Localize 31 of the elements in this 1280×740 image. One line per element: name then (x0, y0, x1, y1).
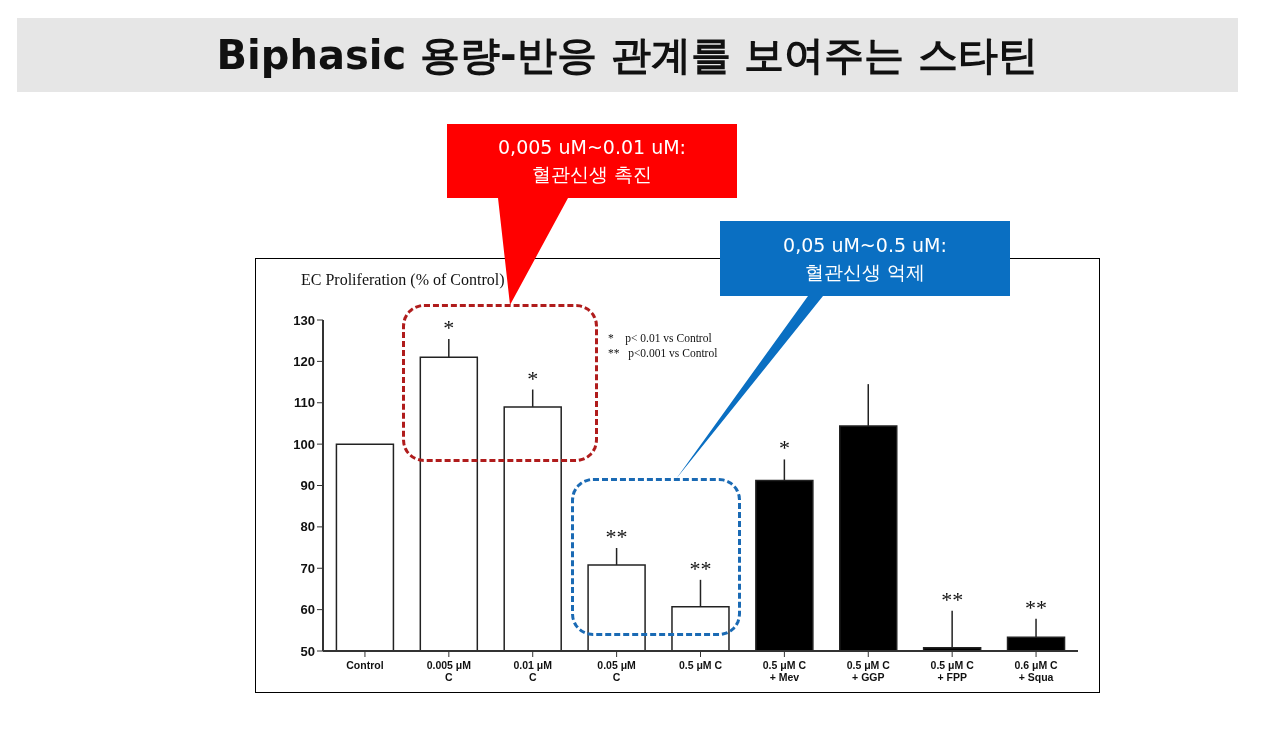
text: 0,05 uM~0.5 uM: 혈관신생 억제 (782, 232, 948, 285)
x-tick-label: Control (346, 659, 384, 671)
y-tick-label: 80 (300, 519, 315, 535)
y-tick-label: 120 (293, 353, 315, 369)
chart-title: Biphasic 용량-반응 관계를 보여주는 스타틴 (216, 30, 1039, 80)
x-tick-label: 0.5 μM C (678, 659, 723, 671)
text: 0,005 uM~0.01 uM: 혈관신생 촉진 (497, 135, 687, 187)
x-tick-label: 0.5 μM C + Mev (762, 659, 807, 683)
x-tick-label: 0.05 μM C (597, 659, 637, 683)
y-tick-label: 70 (300, 560, 315, 576)
data-label: ** (941, 586, 964, 612)
data-label: ** (689, 555, 712, 581)
annotation: * p< 0.01 vs Control (608, 332, 712, 344)
x-tick-label: 0.5 μM C + FPP (930, 659, 975, 683)
data-label: * (778, 435, 790, 461)
x-tick-label: 0.01 μM C (513, 659, 553, 683)
x-tick-label: 0.005 μM C (426, 659, 472, 683)
data-label: * (527, 365, 539, 391)
data-label: ** (605, 523, 628, 549)
y-tick-label: 110 (294, 395, 315, 411)
data-label: * (443, 315, 455, 341)
data-label: ** (1025, 594, 1048, 620)
annotation: ** p<0.001 vs Control (608, 347, 718, 359)
y-tick-label: 90 (300, 478, 315, 494)
x-tick-label: 0.6 μM C + Squa (1014, 659, 1059, 683)
y-tick-label: 100 (293, 436, 315, 452)
y-tick-label: 50 (300, 643, 315, 659)
y-tick-label: 60 (300, 602, 315, 618)
y-axis-title: EC Proliferation (% of Control) (301, 271, 505, 289)
y-tick-label: 130 (293, 312, 315, 328)
x-tick-label: 0.5 μM C + GGP (846, 659, 891, 683)
